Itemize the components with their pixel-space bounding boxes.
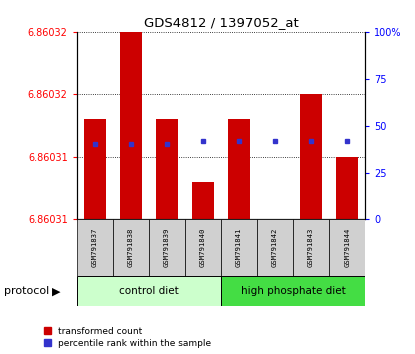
Bar: [329, 219, 365, 276]
Bar: [293, 219, 329, 276]
Text: GSM791842: GSM791842: [272, 228, 278, 268]
Bar: [77, 276, 221, 306]
Text: control diet: control diet: [119, 286, 179, 296]
Bar: [156, 119, 178, 219]
Bar: [113, 219, 149, 276]
Text: GSM791844: GSM791844: [344, 228, 350, 268]
Bar: [300, 95, 322, 219]
Title: GDS4812 / 1397052_at: GDS4812 / 1397052_at: [144, 16, 298, 29]
Text: GSM791843: GSM791843: [308, 228, 314, 268]
Text: GSM791840: GSM791840: [200, 228, 206, 268]
Legend: transformed count, percentile rank within the sample: transformed count, percentile rank withi…: [42, 325, 213, 349]
Bar: [257, 219, 293, 276]
Bar: [84, 119, 105, 219]
Text: GSM791838: GSM791838: [128, 228, 134, 268]
Bar: [185, 219, 221, 276]
Bar: [221, 219, 257, 276]
Text: high phosphate diet: high phosphate diet: [241, 286, 345, 296]
Text: GSM791841: GSM791841: [236, 228, 242, 268]
Bar: [228, 119, 250, 219]
Bar: [120, 32, 142, 219]
Text: GSM791837: GSM791837: [92, 228, 98, 268]
Text: GSM791839: GSM791839: [164, 228, 170, 268]
Bar: [149, 219, 185, 276]
Bar: [337, 157, 358, 219]
Bar: [77, 219, 113, 276]
Text: ▶: ▶: [52, 286, 60, 296]
Bar: [192, 182, 214, 219]
Text: protocol: protocol: [4, 286, 49, 296]
Bar: [221, 276, 365, 306]
